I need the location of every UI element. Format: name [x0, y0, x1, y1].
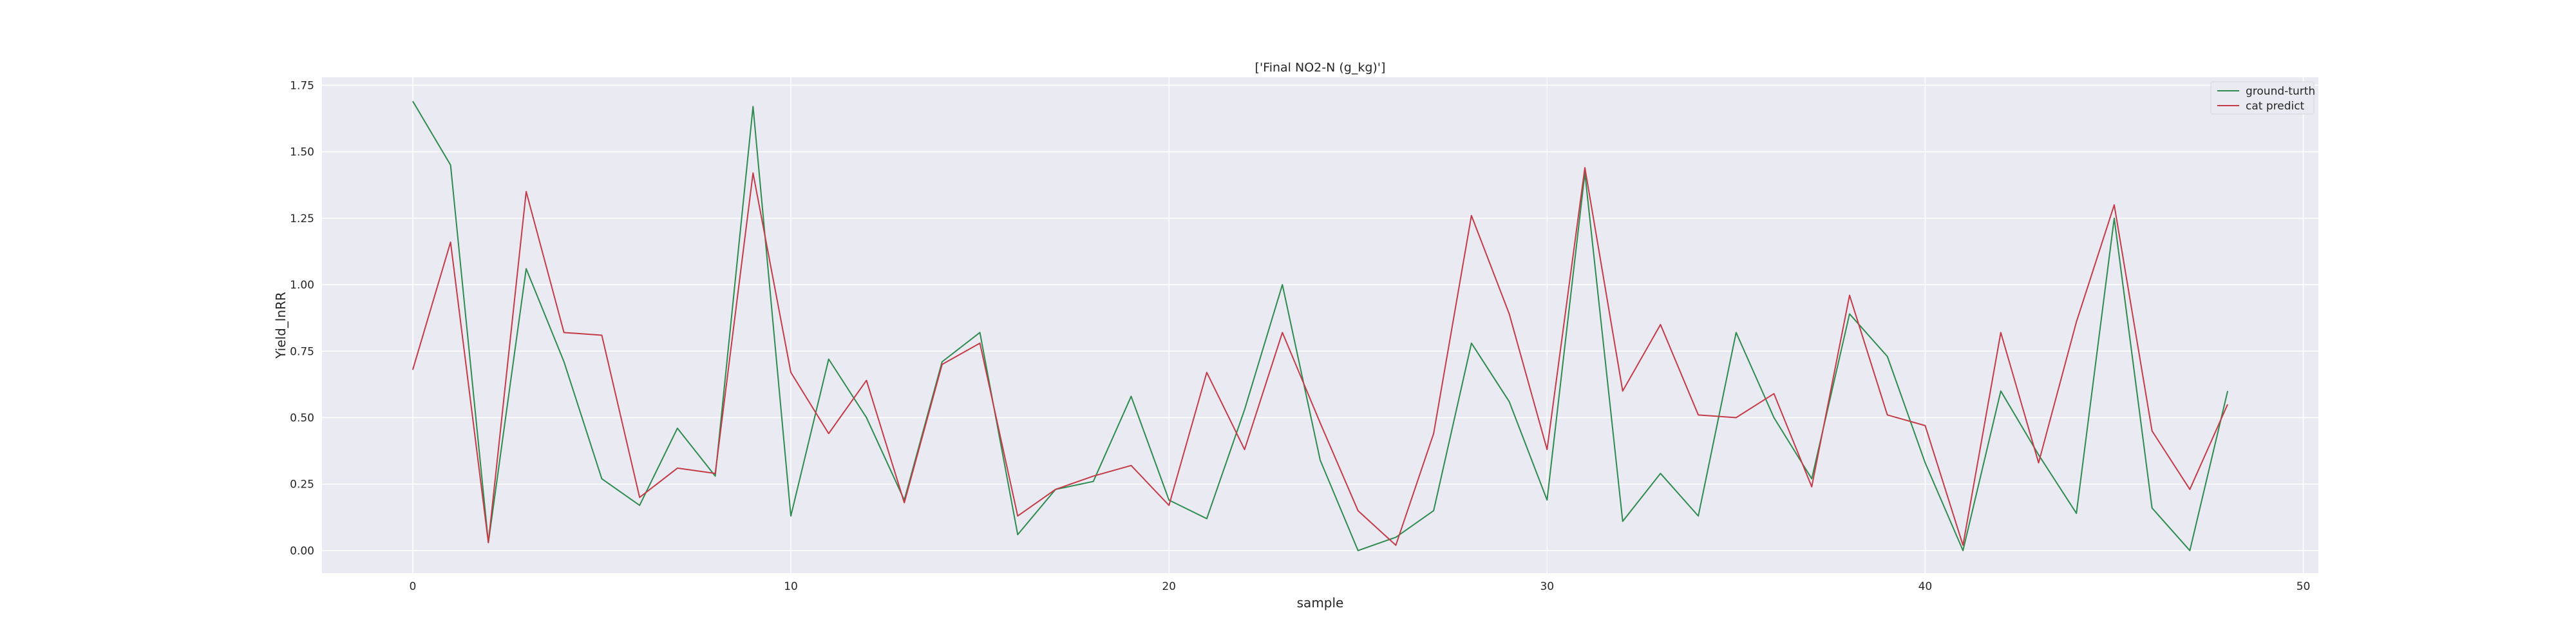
x-tick-labels: 0 10 20 30 40 50: [409, 580, 2310, 593]
y-tick-label: 0.00: [290, 545, 314, 558]
y-axis-label: Yield_lnRR: [273, 292, 289, 359]
legend-label-ground-truth: ground-turth: [2246, 85, 2315, 98]
y-tick-label: 1.75: [290, 79, 314, 92]
x-tick-label: 50: [2297, 580, 2311, 593]
y-tick-labels: 0.00 0.25 0.50 0.75 1.00 1.25 1.50 1.75: [290, 79, 314, 558]
x-tick-label: 30: [1540, 580, 1554, 593]
y-tick-label: 1.25: [290, 213, 314, 225]
x-tick-label: 20: [1162, 580, 1176, 593]
plot-background: [322, 77, 2318, 573]
x-tick-label: 40: [1918, 580, 1933, 593]
grid: [322, 77, 2318, 573]
legend-label-cat-predict: cat predict: [2246, 100, 2305, 113]
x-tick-label: 0: [409, 580, 416, 593]
series-line-ground-truth: [412, 100, 2229, 551]
y-tick-label: 0.50: [290, 412, 314, 424]
y-tick-label: 0.25: [290, 478, 314, 491]
x-axis-label: sample: [1297, 595, 1344, 611]
series-line-cat-predict: [412, 167, 2229, 546]
y-tick-label: 1.00: [290, 279, 314, 292]
y-tick-label: 1.50: [290, 146, 314, 159]
chart-title: ['Final NO2-N (g_kg)']: [1255, 61, 1386, 75]
x-tick-label: 10: [784, 580, 798, 593]
y-tick-label: 0.75: [290, 345, 314, 358]
series-lines: [412, 100, 2229, 551]
legend: ground-turth cat predict: [2210, 81, 2315, 115]
